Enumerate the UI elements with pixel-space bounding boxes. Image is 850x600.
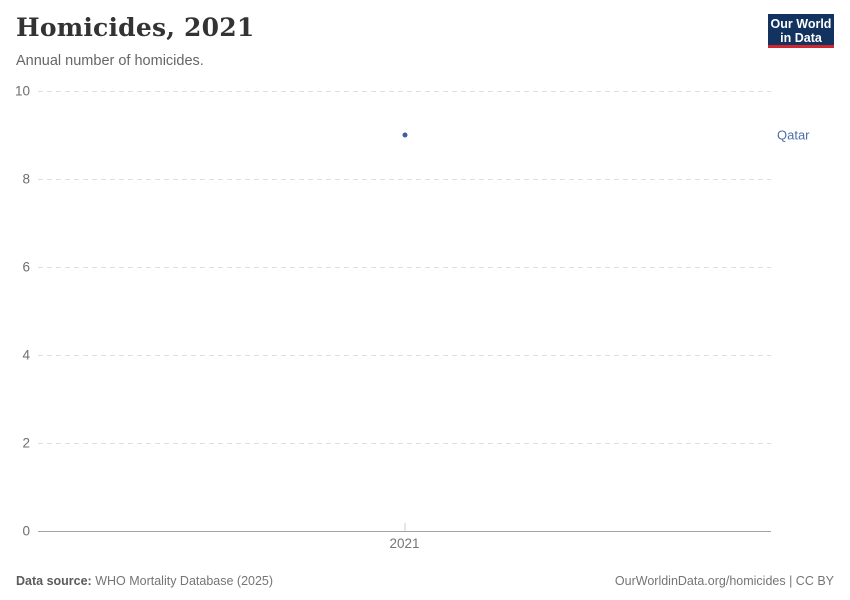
y-tick-label-2: 2 [22,435,30,451]
owid-logo[interactable]: Our World in Data [768,14,834,48]
data-source-note: Data source: WHO Mortality Database (202… [16,574,273,588]
y-tick-label-0: 0 [22,523,30,539]
gridline-10 [38,91,771,92]
x-tick-mark-2021 [404,523,405,531]
gridline-2 [38,443,771,444]
y-axis-labels: 0 2 4 6 8 10 [0,84,30,539]
x-axis-line [38,531,771,532]
y-tick-label-4: 4 [22,347,30,363]
owid-logo-line1: Our World [770,17,832,31]
owid-logo-line2: in Data [780,31,822,45]
gridline-8 [38,179,771,180]
data-source-label: Data source: [16,574,92,588]
y-tick-label-10: 10 [14,83,30,99]
data-point-qatar[interactable] [402,132,407,138]
plot-area: 2021 Qatar [38,91,810,551]
y-tick-label-6: 6 [22,259,30,275]
y-tick-label-8: 8 [22,171,30,187]
chart-title: Homicides, 2021 [16,13,255,42]
attribution-link[interactable]: OurWorldinData.org/homicides | CC BY [614,574,834,588]
x-tick-label-2021: 2021 [389,536,420,551]
entity-label-qatar[interactable]: Qatar [777,127,810,143]
data-source-value: WHO Mortality Database (2025) [91,574,274,588]
chart-subtitle: Annual number of homicides. [16,53,204,69]
chart-footer: Data source: WHO Mortality Database (202… [16,574,834,588]
gridline-6 [38,267,771,268]
gridline-4 [38,355,771,356]
